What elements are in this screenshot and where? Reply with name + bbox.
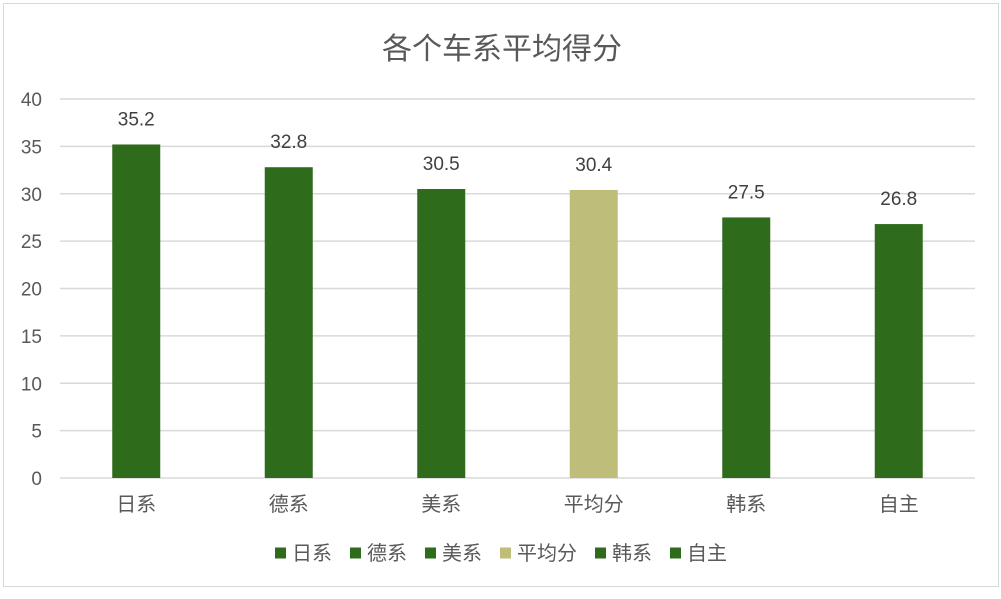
legend-swatch: [350, 547, 361, 559]
y-tick-label: 10: [21, 374, 42, 395]
legend-swatch: [275, 547, 286, 559]
legend-label: 德系: [367, 541, 407, 565]
data-label: 35.2: [118, 109, 155, 130]
gridlines: [60, 98, 975, 479]
data-label: 30.4: [575, 155, 612, 176]
data-label: 26.8: [880, 189, 917, 210]
chart-frame: 各个车系平均得分 0 5 10 15 20 25 30 35 40 35.2 32.8 30.5 30…: [3, 3, 999, 587]
bar: [874, 224, 923, 478]
legend-swatch: [500, 547, 511, 559]
x-tick-label: 韩系: [726, 492, 766, 516]
x-tick-label: 平均分: [564, 492, 624, 516]
legend: 日系 德系 美系 平均分 韩系 自主: [275, 541, 727, 565]
y-tick-label: 35: [21, 137, 42, 158]
x-tick-label: 日系: [116, 492, 156, 516]
y-tick-label: 40: [21, 90, 42, 111]
bar: [112, 144, 161, 479]
legend-swatch: [670, 547, 681, 559]
chart-title: 各个车系平均得分: [382, 32, 622, 67]
legend-swatch: [595, 547, 606, 559]
bar: [722, 217, 771, 478]
legend-swatch: [425, 547, 436, 559]
legend-label: 平均分: [517, 541, 577, 565]
x-tick-label: 美系: [421, 492, 461, 516]
bar: [417, 189, 466, 478]
data-label: 30.5: [423, 154, 460, 175]
y-tick-label: 25: [21, 232, 42, 253]
y-tick-label: 5: [31, 422, 42, 443]
x-tick-label: 德系: [269, 492, 309, 516]
x-axis-tick-labels: 日系 德系 美系 平均分 韩系 自主: [116, 492, 919, 516]
legend-label: 自主: [687, 541, 727, 565]
bar-chart: 各个车系平均得分 0 5 10 15 20 25 30 35 40 35.2 32.8 30.5 30…: [21, 32, 975, 565]
y-tick-label: 15: [21, 327, 42, 348]
y-tick-label: 0: [31, 469, 42, 490]
legend-label: 美系: [442, 541, 482, 565]
data-label: 27.5: [728, 182, 765, 203]
x-tick-label: 自主: [879, 492, 919, 516]
data-label: 32.8: [270, 132, 307, 153]
y-tick-label: 20: [21, 280, 42, 301]
bar: [569, 189, 618, 478]
legend-label: 日系: [292, 541, 332, 565]
bars: [112, 144, 923, 479]
data-labels: 35.2 32.8 30.5 30.4 27.5 26.8: [118, 109, 917, 210]
y-tick-label: 30: [21, 185, 42, 206]
bar: [264, 167, 313, 478]
legend-label: 韩系: [612, 541, 652, 565]
y-axis-tick-labels: 0 5 10 15 20 25 30 35 40: [21, 90, 42, 490]
